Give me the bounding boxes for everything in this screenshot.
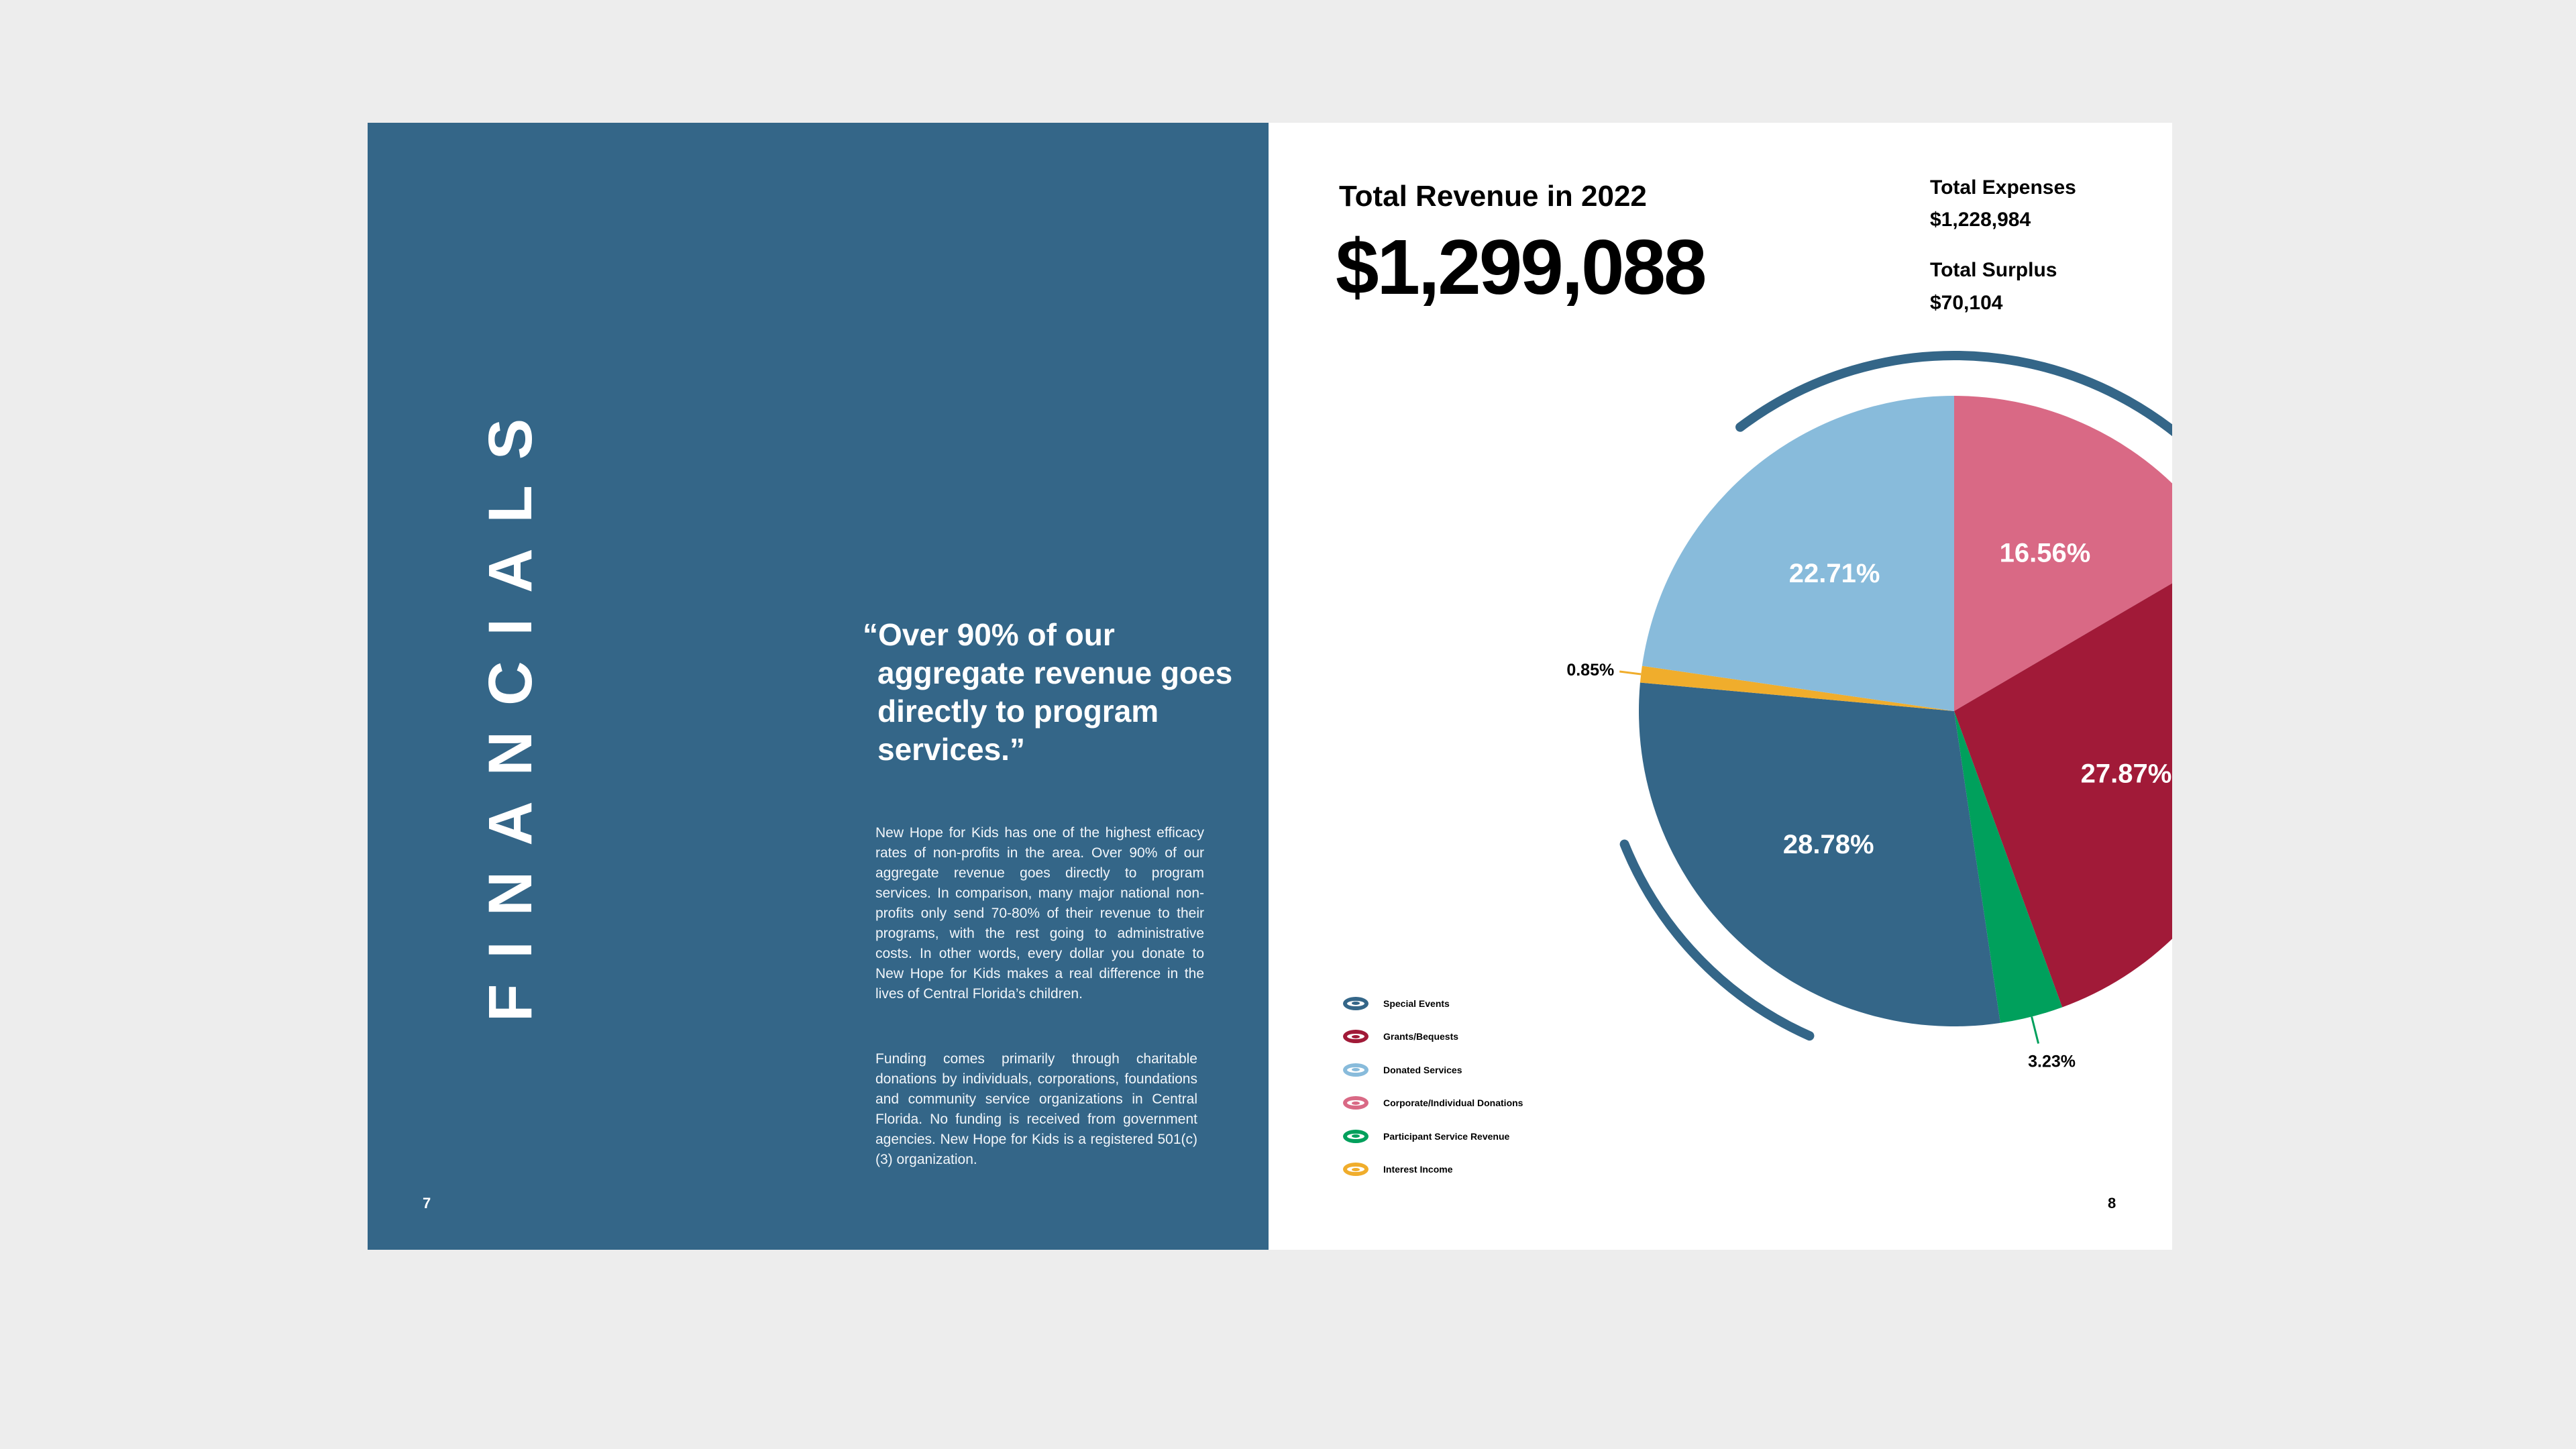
revenue-title: Total Revenue in 2022 xyxy=(1339,180,1647,213)
pie-slice-donated-services xyxy=(1642,396,1954,711)
slice-label: 27.87% xyxy=(2081,759,2172,788)
legend-swatch-icon xyxy=(1343,1129,1368,1143)
legend-swatch-icon xyxy=(1343,1030,1368,1044)
pull-quote: “Over 90% of our aggregate revenue goes … xyxy=(863,617,1233,767)
callout-line xyxy=(1619,670,1642,676)
legend-item: Donated Services xyxy=(1343,1053,1523,1087)
expenses-value: $1,228,984 xyxy=(1930,209,2031,231)
legend-item: Corporate/Individual Donations xyxy=(1343,1087,1523,1120)
page-number-left: 7 xyxy=(423,1195,431,1212)
slice-label: 3.23% xyxy=(2028,1053,2076,1071)
body-paragraph-1: New Hope for Kids has one of the highest… xyxy=(875,825,1204,1002)
outer-ring-arc-left xyxy=(1619,839,1815,1041)
right-page: Total Revenue in 2022 $1,299,088 Total E… xyxy=(1269,123,2172,1250)
chart-legend: Special Events Grants/Bequests Donated Ser… xyxy=(1343,987,1523,1186)
body-paragraph-2: Funding comes primarily through charitab… xyxy=(875,1051,1197,1167)
left-page: FINANCIALS “Over 90% of our aggregate re… xyxy=(368,123,1269,1250)
legend-label: Corporate/Individual Donations xyxy=(1383,1097,1523,1109)
pie-slice-corporate-individual-donations xyxy=(1954,396,2172,711)
callout-line xyxy=(2031,1016,2040,1044)
legend-label: Participant Service Revenue xyxy=(1383,1130,1510,1142)
brochure-spread: FINANCIALS “Over 90% of our aggregate re… xyxy=(368,123,2172,1250)
legend-label: Donated Services xyxy=(1383,1064,1462,1075)
revenue-value: $1,299,088 xyxy=(1336,223,1707,311)
legend-label: Special Events xyxy=(1383,998,1450,1009)
pie-slice-interest-income xyxy=(1640,665,1954,711)
slice-label: 28.78% xyxy=(1783,830,1874,859)
legend-label: Interest Income xyxy=(1383,1164,1453,1175)
legend-swatch-icon xyxy=(1343,996,1368,1010)
page-number-right: 8 xyxy=(2108,1195,2116,1212)
slice-label: 22.71% xyxy=(1789,559,1880,588)
legend-item: Participant Service Revenue xyxy=(1343,1120,1523,1153)
pie-slice-participant-service-revenue xyxy=(1954,711,2063,1023)
outer-ring-arc-right xyxy=(1735,350,2172,437)
surplus-value: $70,104 xyxy=(1930,292,2003,314)
slice-label: 0.85% xyxy=(1566,661,1614,680)
legend-item: Interest Income xyxy=(1343,1153,1523,1187)
expenses-label: Total Expenses xyxy=(1930,176,2076,199)
pie-slice-special-events xyxy=(1639,682,2000,1026)
slice-label: 16.56% xyxy=(2000,538,2091,568)
pie-slice-grants-bequests xyxy=(1954,583,2172,1008)
section-title: FINANCIALS xyxy=(476,392,545,1022)
legend-swatch-icon xyxy=(1343,1063,1368,1077)
surplus-label: Total Surplus xyxy=(1930,259,2057,281)
legend-label: Grants/Bequests xyxy=(1383,1031,1459,1042)
legend-swatch-icon xyxy=(1343,1096,1368,1110)
revenue-pie-chart: 16.56% 27.87% 3.23% 28.78% 0.85% 22.71% xyxy=(1566,350,2172,1071)
legend-item: Grants/Bequests xyxy=(1343,1020,1523,1054)
legend-swatch-icon xyxy=(1343,1163,1368,1177)
legend-item: Special Events xyxy=(1343,987,1523,1020)
